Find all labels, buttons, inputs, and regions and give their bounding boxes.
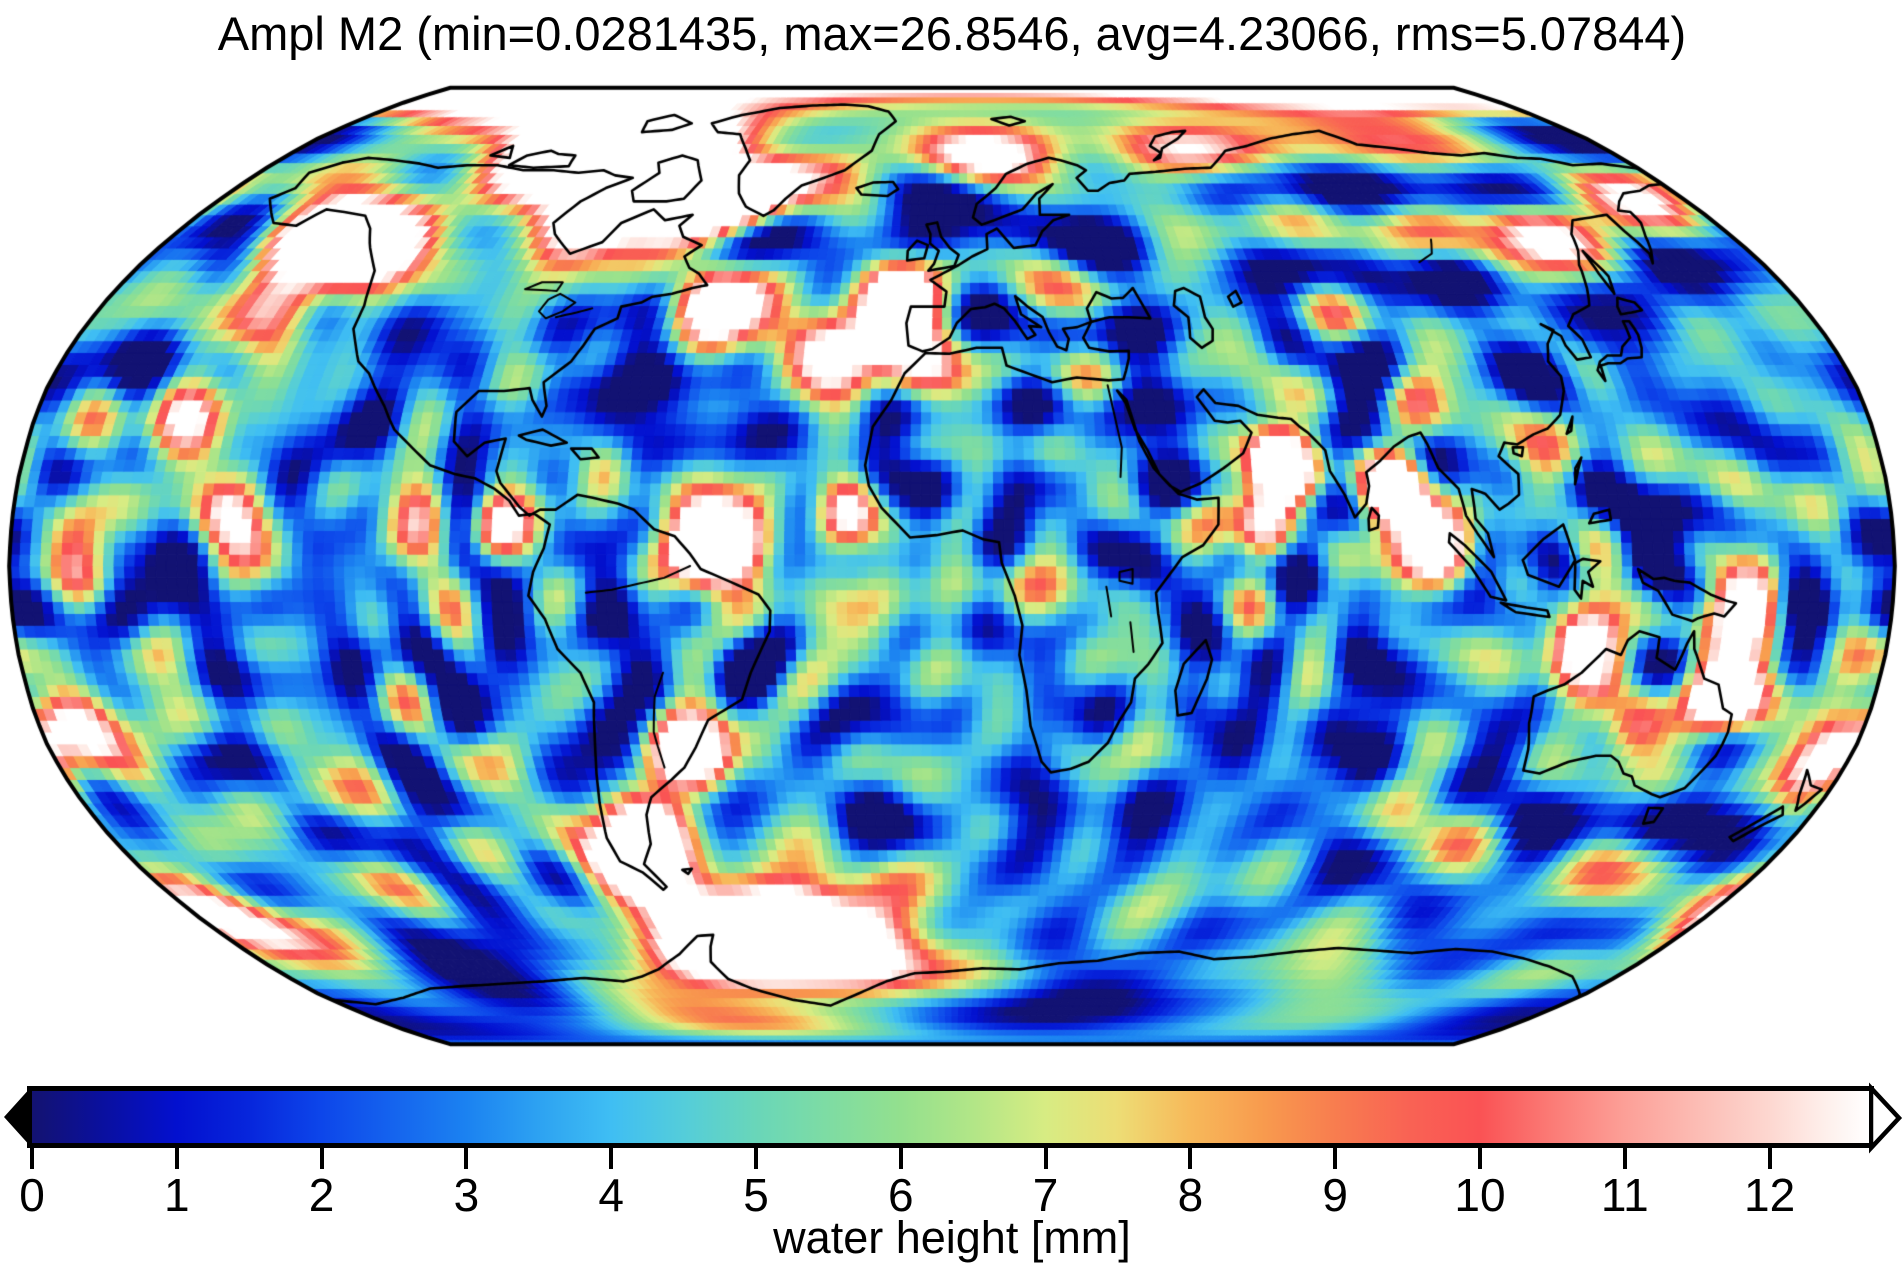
colorbar-tick bbox=[1333, 1148, 1338, 1169]
colorbar-tick-label: 3 bbox=[453, 1169, 480, 1221]
colorbar-tick bbox=[174, 1148, 179, 1169]
colorbar-tick bbox=[898, 1148, 903, 1169]
colorbar-gradient-bar bbox=[27, 1086, 1874, 1148]
colorbar-tick bbox=[1043, 1148, 1048, 1169]
colorbar-tick bbox=[30, 1148, 34, 1169]
colorbar-tick-label: 11 bbox=[1600, 1169, 1649, 1221]
colorbar-tick-label: 7 bbox=[1032, 1169, 1059, 1221]
colorbar-tick-label: 0 bbox=[19, 1169, 45, 1221]
colorbar-tick-label: 5 bbox=[743, 1169, 769, 1221]
world-map-canvas bbox=[0, 0, 1904, 1075]
colorbar-tick bbox=[1622, 1148, 1627, 1169]
colorbar-tick bbox=[609, 1148, 614, 1169]
colorbar-tick-label: 4 bbox=[598, 1169, 624, 1221]
colorbar-tick bbox=[754, 1148, 758, 1169]
colorbar-tick-label: 2 bbox=[308, 1169, 335, 1221]
colorbar-tick bbox=[319, 1148, 324, 1169]
colorbar: 0 1 2 3 4 5 6 7 8 9 10 11 12 water height [mm] bbox=[0, 1082, 1904, 1271]
colorbar-tick-label: 8 bbox=[1177, 1169, 1204, 1221]
colorbar-tick-label: 9 bbox=[1322, 1169, 1348, 1221]
colorbar-tick bbox=[1478, 1148, 1482, 1169]
colorbar-tick-label: 12 bbox=[1744, 1169, 1796, 1221]
colorbar-ticks: 0 1 2 3 4 5 6 7 8 9 10 11 12 bbox=[0, 1084, 1904, 1271]
colorbar-tick bbox=[1767, 1148, 1772, 1169]
colorbar-tick-label: 10 bbox=[1454, 1169, 1506, 1221]
colorbar-tick bbox=[464, 1148, 469, 1169]
colorbar-tick-label: 6 bbox=[888, 1169, 914, 1221]
colorbar-tick-label: 1 bbox=[164, 1169, 190, 1221]
colorbar-label: water height [mm] bbox=[773, 1212, 1131, 1263]
colorbar-tick bbox=[1188, 1148, 1193, 1169]
colorbar-overflow-arrow-icon bbox=[1869, 1082, 1903, 1154]
